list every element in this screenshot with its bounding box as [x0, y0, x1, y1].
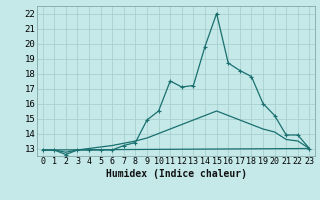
X-axis label: Humidex (Indice chaleur): Humidex (Indice chaleur)	[106, 169, 246, 179]
